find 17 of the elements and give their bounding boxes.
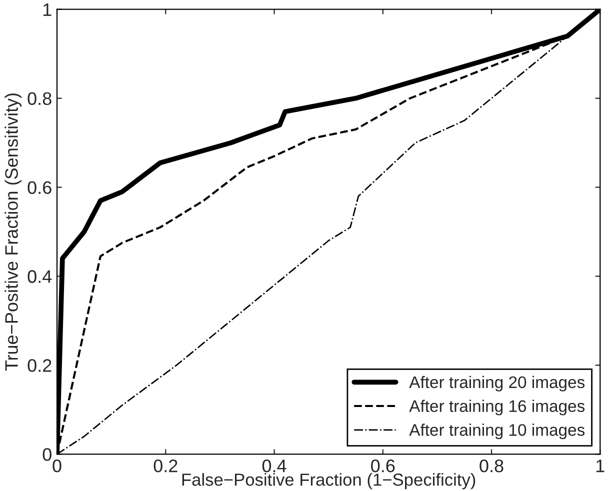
x-tick-label: 0	[52, 460, 62, 472]
legend-label: After training 20 images	[409, 376, 585, 392]
y-tick-label: 1	[43, 3, 52, 16]
y-axis-title: True−Positive Fraction (Sensitivity)	[4, 93, 22, 371]
x-tick-label: 0.6	[371, 460, 395, 472]
x-tick-label: 0.8	[480, 460, 504, 472]
y-tick-label: 0.2	[28, 359, 52, 372]
legend-label: After training 10 images	[409, 424, 585, 440]
x-tick-label: 1	[596, 460, 604, 472]
y-tick-label: 0.6	[28, 181, 52, 194]
x-tick-label: 0.4	[262, 460, 286, 472]
y-tick-label: 0.8	[28, 92, 52, 106]
y-tick-label: 0.4	[28, 270, 52, 283]
y-tick-label: 0	[42, 448, 52, 461]
legend-label: After training 16 images	[409, 400, 585, 416]
x-axis-title: False−Positive Fraction (1−Specificity)	[182, 473, 476, 490]
x-tick-label: 0.2	[154, 460, 178, 472]
